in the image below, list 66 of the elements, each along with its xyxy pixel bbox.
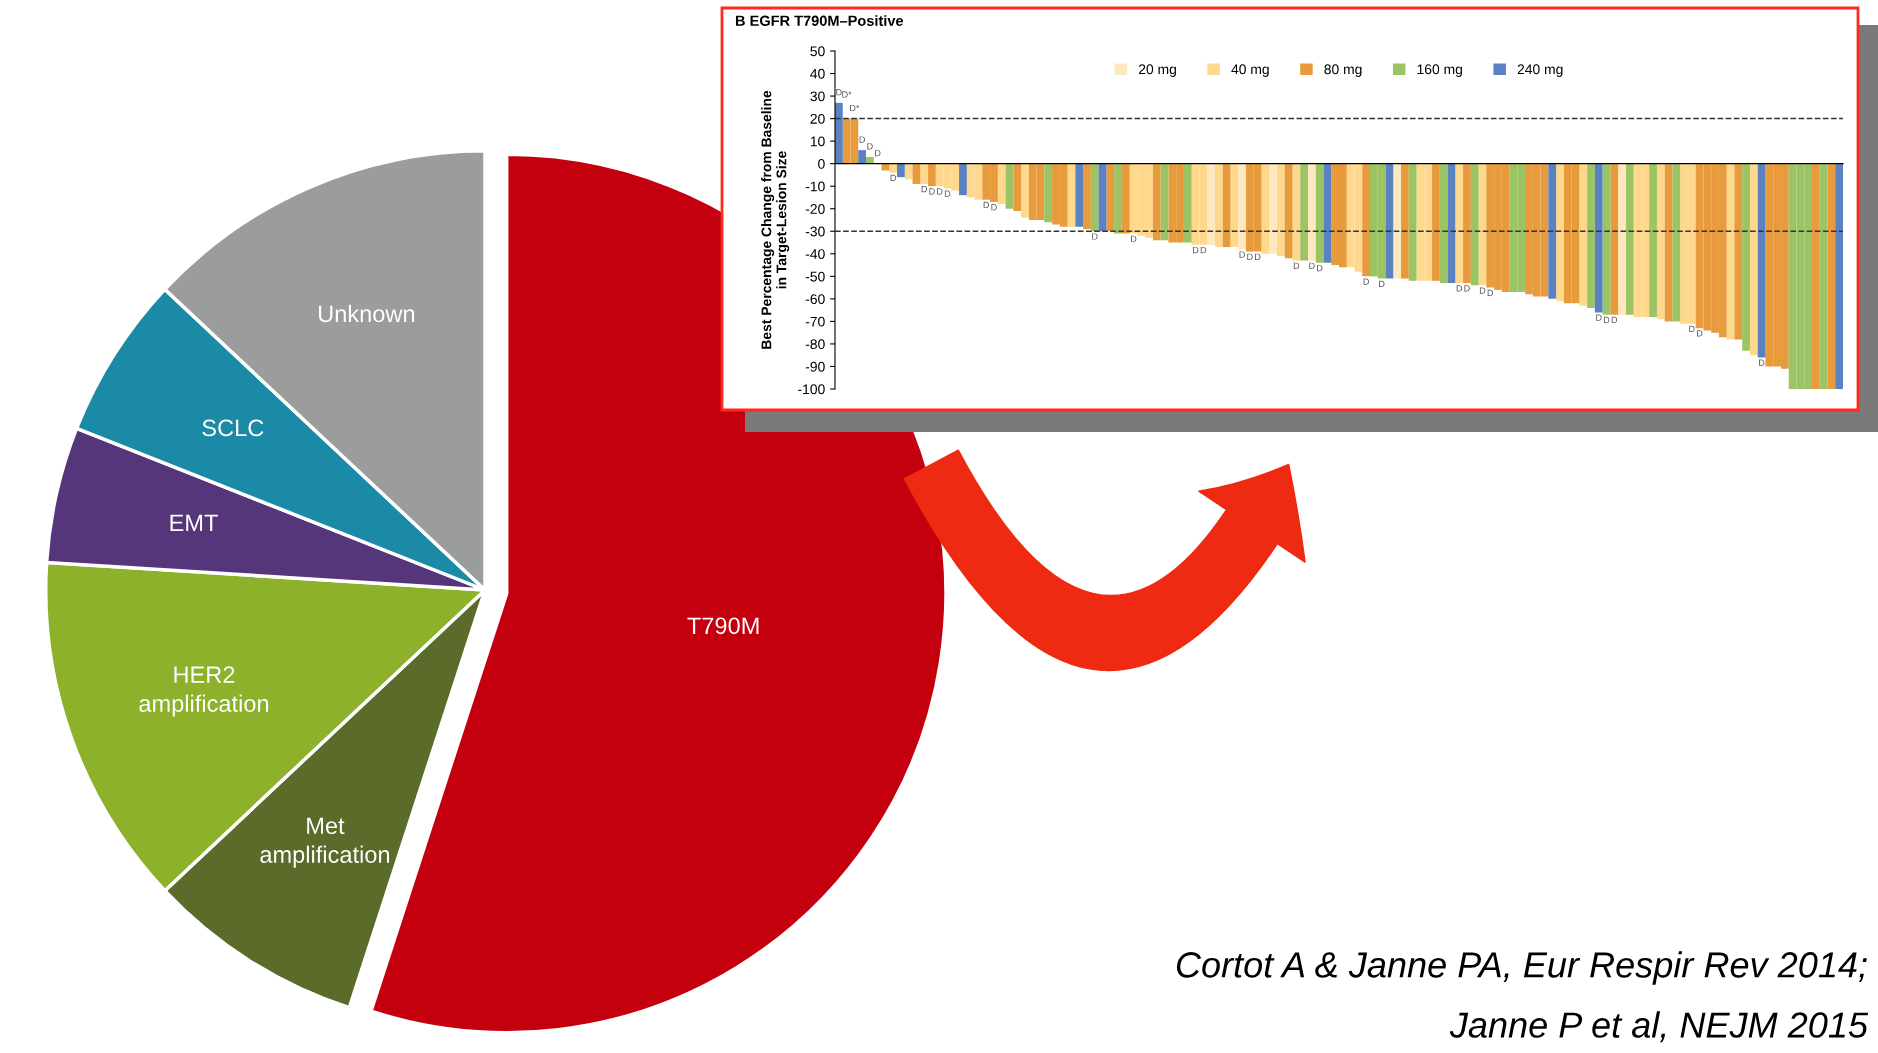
- data-label: D: [1193, 246, 1199, 254]
- data-label: D: [1689, 325, 1695, 332]
- data-label: D*: [850, 104, 860, 112]
- data-label: D*: [842, 91, 852, 98]
- slice-label: EMT: [170, 514, 218, 531]
- legend-label: 40 mg: [1231, 64, 1269, 77]
- y-tick-label: 0: [818, 159, 825, 169]
- legend-label: 20 mg: [1138, 64, 1176, 77]
- data-label: D: [1239, 251, 1245, 258]
- data-label: D: [1200, 246, 1207, 254]
- slice-label: SCLC: [202, 419, 264, 437]
- data-label: D: [1479, 287, 1486, 294]
- y-tick-label: -80: [805, 339, 825, 350]
- data-label: D: [875, 149, 881, 157]
- data-label: D: [1603, 316, 1610, 323]
- y-tick-label: -100: [798, 384, 825, 395]
- data-label: D: [1092, 233, 1098, 240]
- data-label: D: [890, 174, 896, 182]
- y-tick-label: -60: [805, 294, 825, 305]
- data-label: D: [1131, 235, 1137, 242]
- y-tick-label: -70: [805, 316, 825, 327]
- y-tick-label: 10: [810, 136, 825, 147]
- data-label: D: [1759, 359, 1765, 366]
- slice-label: Met amplification: [260, 817, 390, 868]
- data-label: D: [1255, 253, 1261, 260]
- data-label: D: [1596, 314, 1602, 321]
- data-label: D: [1456, 285, 1463, 292]
- data-label: D: [1293, 262, 1300, 269]
- data-label: D: [1309, 262, 1315, 269]
- data-label: D: [921, 186, 927, 193]
- data-label: D: [1317, 264, 1323, 272]
- y-tick-label: -50: [805, 271, 825, 282]
- y-tick-label: -20: [805, 204, 825, 214]
- data-label: D: [1487, 289, 1494, 296]
- data-label: D: [1464, 285, 1470, 292]
- data-label: D: [929, 188, 935, 195]
- text: Cortot A & Janne PA, Eur Respir Rev 2014;: [1176, 951, 1867, 985]
- data-label: D: [1697, 330, 1703, 337]
- y-tick-label: 40: [810, 68, 825, 79]
- y-axis-title: Best Percentage Change from Baseline in Target-Lesion Size: [761, 90, 790, 349]
- slice-label: HER2 amplification: [139, 666, 269, 717]
- data-label: D: [983, 201, 990, 209]
- y-tick-label: -10: [805, 181, 825, 192]
- data-label: D: [1379, 280, 1385, 287]
- text: Janne P et al, NEJM 2015: [1449, 1011, 1869, 1043]
- y-tick-label: -30: [805, 226, 825, 237]
- legend-label: 80 mg: [1324, 64, 1362, 77]
- slice-label: T790M: [687, 617, 759, 635]
- data-label: D: [937, 188, 943, 195]
- y-tick-label: 30: [810, 91, 825, 102]
- legend-label: 160 mg: [1417, 64, 1462, 77]
- y-tick-label: 50: [810, 46, 825, 57]
- data-label: D: [1363, 278, 1369, 285]
- data-label: D: [867, 143, 873, 150]
- chart-title: B EGFR T790M–Positive: [735, 15, 904, 26]
- data-label: D: [859, 136, 865, 143]
- legend-label: 240 mg: [1517, 64, 1563, 77]
- y-tick-label: -90: [805, 361, 825, 372]
- slice-label: Unknown: [318, 304, 415, 323]
- data-label: D: [991, 204, 997, 211]
- data-label: D: [1247, 253, 1253, 260]
- data-label: D: [1611, 316, 1618, 323]
- y-tick-label: 20: [810, 113, 825, 124]
- data-label: D: [944, 190, 951, 197]
- data-label: D: [836, 89, 842, 96]
- y-tick-label: -40: [805, 249, 825, 259]
